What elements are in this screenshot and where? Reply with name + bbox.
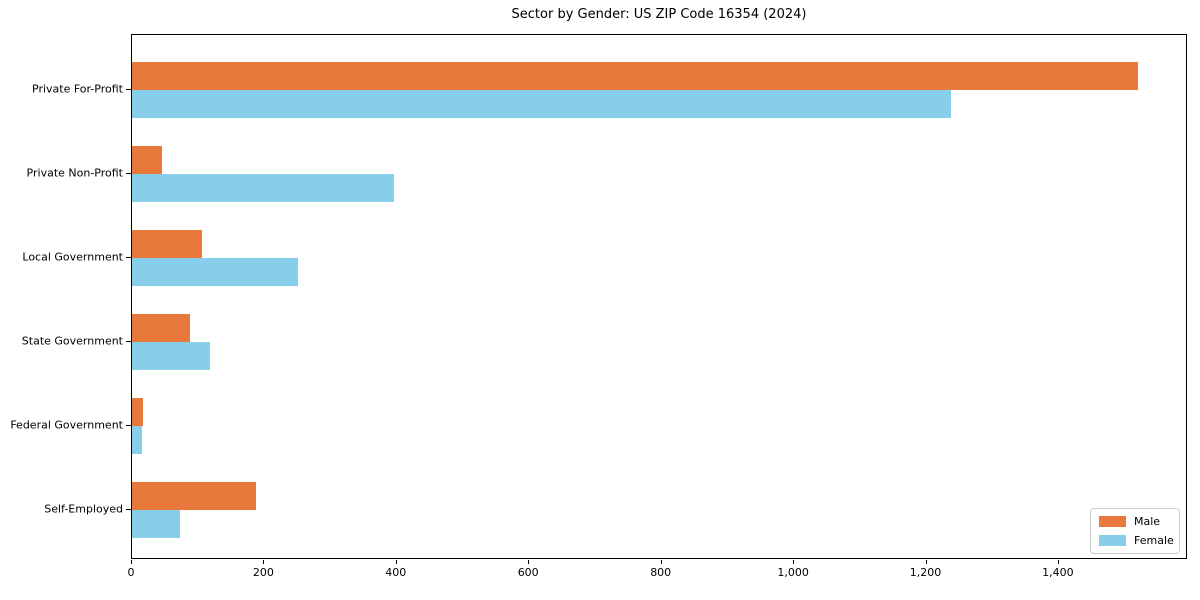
legend-item-female: Female	[1099, 534, 1174, 547]
x-tick-mark	[263, 560, 265, 564]
y-axis-label: Self-Employed	[44, 502, 123, 516]
y-axis-label: Private Non-Profit	[26, 166, 123, 180]
bar-male-6	[132, 482, 256, 510]
y-tick-mark	[126, 89, 131, 90]
y-tick-mark	[126, 173, 131, 174]
x-tick-mark	[395, 560, 397, 564]
y-tick-mark	[126, 425, 131, 426]
x-axis-label: 600	[517, 566, 539, 579]
x-axis-label: 800	[650, 566, 672, 579]
x-axis-label: 200	[252, 566, 274, 579]
x-axis-label: 1,200	[909, 566, 942, 579]
y-tick-mark	[126, 341, 131, 342]
legend-label-male: Male	[1134, 515, 1161, 528]
bar-male-4	[132, 314, 191, 342]
legend-item-male: Male	[1099, 515, 1171, 528]
bar-female-5	[132, 426, 142, 454]
bar-female-2	[132, 174, 394, 202]
y-axis-label: Federal Government	[10, 418, 123, 432]
chart-title: Sector by Gender: US ZIP Code 16354 (202…	[511, 7, 807, 22]
female-color-swatch	[1099, 535, 1126, 546]
plot-area	[131, 34, 1187, 559]
bar-female-3	[132, 258, 298, 286]
x-axis-label: 1,400	[1042, 566, 1074, 579]
bar-male-5	[132, 398, 143, 426]
legend: Male Female	[1090, 508, 1180, 554]
bar-female-6	[132, 510, 180, 538]
bar-male-1	[132, 62, 1139, 90]
x-axis-label: 400	[385, 566, 407, 579]
x-tick-mark	[1057, 560, 1059, 564]
x-tick-mark	[660, 560, 662, 564]
x-axis-label: 1,000	[777, 566, 809, 579]
bar-female-4	[132, 342, 211, 370]
y-tick-mark	[126, 257, 131, 258]
x-tick-mark	[793, 560, 795, 564]
legend-label-female: Female	[1134, 534, 1174, 547]
y-axis-label: Private For-Profit	[32, 82, 123, 96]
x-tick-mark	[131, 560, 132, 564]
male-color-swatch	[1099, 516, 1126, 527]
x-tick-mark	[925, 560, 927, 564]
x-axis-label: 0	[127, 566, 135, 579]
bar-male-3	[132, 230, 202, 258]
y-axis-label: Local Government	[22, 250, 123, 264]
bar-female-1	[132, 90, 951, 118]
x-tick-mark	[528, 560, 530, 564]
y-axis-label: State Government	[21, 334, 123, 348]
bar-male-2	[132, 146, 162, 174]
y-tick-mark	[126, 509, 131, 510]
